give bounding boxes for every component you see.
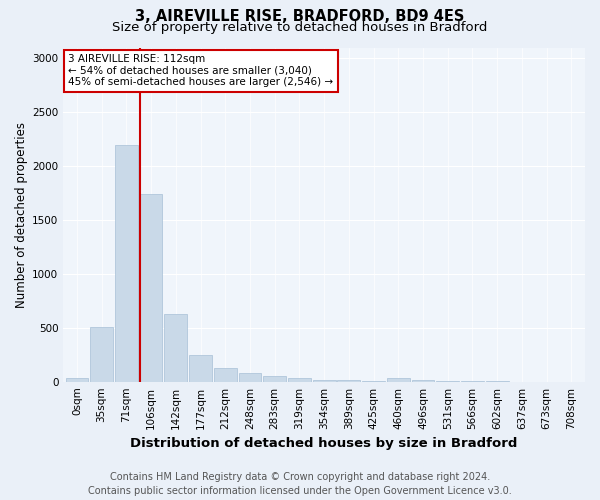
Text: 3, AIREVILLE RISE, BRADFORD, BD9 4ES: 3, AIREVILLE RISE, BRADFORD, BD9 4ES [136, 9, 464, 24]
Bar [239, 372, 262, 382]
Bar [288, 378, 311, 382]
Text: Size of property relative to detached houses in Bradford: Size of property relative to detached ho… [112, 21, 488, 34]
Bar [140, 194, 163, 382]
Bar [412, 380, 434, 382]
Text: Contains HM Land Registry data © Crown copyright and database right 2024.
Contai: Contains HM Land Registry data © Crown c… [88, 472, 512, 496]
Bar [164, 314, 187, 382]
Bar [436, 381, 459, 382]
Y-axis label: Number of detached properties: Number of detached properties [15, 122, 28, 308]
Bar [337, 380, 360, 382]
Bar [263, 376, 286, 382]
Bar [214, 368, 236, 382]
Bar [115, 144, 138, 382]
Bar [387, 378, 410, 382]
X-axis label: Distribution of detached houses by size in Bradford: Distribution of detached houses by size … [130, 437, 518, 450]
Bar [65, 378, 88, 382]
Bar [313, 380, 335, 382]
Bar [362, 380, 385, 382]
Text: 3 AIREVILLE RISE: 112sqm
← 54% of detached houses are smaller (3,040)
45% of sem: 3 AIREVILLE RISE: 112sqm ← 54% of detach… [68, 54, 334, 88]
Bar [90, 326, 113, 382]
Bar [189, 354, 212, 382]
